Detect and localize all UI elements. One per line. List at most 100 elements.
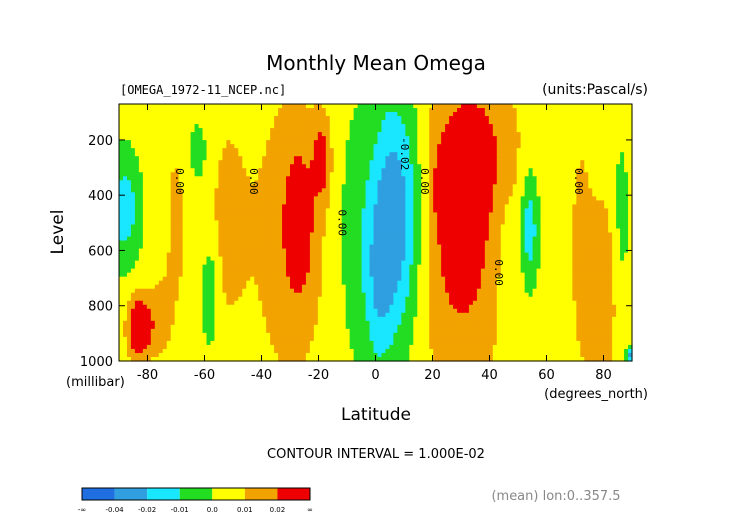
field-cell — [206, 108, 212, 113]
field-cell — [480, 104, 486, 109]
field-cell — [202, 176, 208, 181]
field-cell — [325, 112, 331, 117]
field-cell — [266, 212, 271, 218]
field-cell — [556, 240, 562, 246]
field-cell — [293, 128, 299, 133]
field-cell — [333, 188, 339, 193]
field-cell — [385, 216, 391, 222]
field-cell — [325, 136, 331, 141]
field-cell — [453, 164, 458, 169]
field-cell — [429, 164, 434, 169]
field-cell — [178, 216, 184, 222]
field-cell — [325, 200, 331, 205]
field-cell — [393, 228, 398, 234]
field-cell — [480, 160, 486, 165]
field-cell — [528, 228, 534, 234]
field-cell — [588, 128, 593, 133]
field-cell — [325, 220, 331, 226]
field-cell — [508, 184, 514, 189]
field-cell — [206, 196, 212, 201]
field-cell — [628, 180, 633, 185]
field-cell — [122, 172, 128, 177]
field-cell — [433, 160, 438, 165]
field-cell — [528, 240, 534, 246]
field-cell — [468, 168, 474, 173]
field-cell — [150, 232, 156, 238]
field-cell — [528, 224, 534, 230]
field-cell — [512, 200, 518, 205]
field-cell — [472, 164, 478, 169]
field-cell — [238, 256, 243, 262]
field-cell — [604, 196, 609, 201]
field-cell — [206, 212, 212, 218]
field-cell — [576, 104, 581, 109]
field-cell — [234, 140, 239, 145]
field-cell — [604, 200, 609, 205]
field-cell — [588, 132, 593, 137]
field-cell — [453, 188, 458, 193]
field-cell — [620, 144, 625, 149]
field-cell — [476, 160, 482, 165]
field-cell — [146, 212, 152, 218]
field-cell — [480, 112, 486, 117]
field-cell — [369, 128, 375, 133]
field-cell — [457, 228, 462, 234]
field-cell — [353, 224, 359, 230]
field-cell — [258, 192, 263, 197]
field-cell — [584, 172, 589, 177]
field-cell — [628, 224, 633, 230]
field-cell — [488, 116, 494, 121]
field-cell — [476, 112, 482, 117]
field-cell — [429, 156, 434, 161]
field-cell — [222, 232, 227, 238]
field-cell — [230, 228, 235, 234]
field-cell — [361, 152, 367, 157]
field-cell — [174, 248, 180, 254]
field-cell — [397, 220, 402, 226]
field-cell — [441, 132, 446, 137]
field-cell — [576, 188, 581, 193]
field-cell — [492, 208, 498, 214]
field-cell — [274, 104, 279, 109]
field-cell — [381, 216, 387, 222]
field-cell — [620, 244, 625, 250]
field-cell — [150, 164, 156, 169]
field-cell — [612, 236, 617, 242]
field-cell — [286, 164, 291, 169]
field-cell — [449, 128, 454, 133]
field-cell — [222, 204, 227, 210]
field-cell — [234, 176, 239, 181]
field-cell — [480, 236, 486, 242]
field-cell — [540, 128, 546, 133]
field-cell — [616, 188, 621, 193]
field-cell — [520, 240, 526, 246]
field-cell — [182, 172, 188, 177]
field-cell — [126, 228, 132, 234]
field-cell — [457, 136, 462, 141]
field-cell — [616, 144, 621, 149]
field-cell — [520, 108, 526, 113]
field-cell — [317, 176, 323, 181]
field-cell — [413, 164, 418, 169]
field-cell — [496, 236, 502, 242]
field-cell — [568, 196, 573, 201]
field-cell — [250, 256, 255, 262]
field-cell — [190, 252, 196, 258]
field-cell — [365, 240, 371, 246]
field-cell — [242, 156, 247, 161]
field-cell — [254, 124, 259, 129]
field-cell — [210, 208, 216, 214]
field-cell — [345, 160, 351, 165]
field-cell — [405, 200, 410, 205]
field-cell — [297, 192, 303, 197]
field-cell — [508, 248, 514, 254]
field-cell — [421, 116, 426, 121]
field-cell — [345, 124, 351, 129]
field-cell — [508, 252, 514, 258]
field-cell — [500, 220, 506, 226]
field-cell — [337, 164, 343, 169]
field-cell — [528, 248, 534, 254]
field-cell — [262, 240, 267, 246]
field-cell — [441, 116, 446, 121]
field-cell — [488, 152, 494, 157]
